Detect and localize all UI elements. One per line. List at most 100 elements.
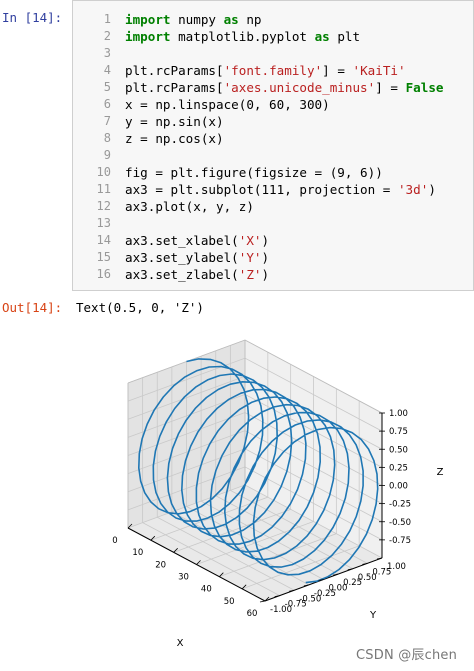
code-token: plt (329, 29, 361, 44)
y-tick (259, 600, 266, 603)
z-tick-label: 0.50 (389, 445, 408, 455)
code-token: y = np.sin(x) (125, 114, 224, 129)
y-tick-label: -0.75 (285, 600, 307, 610)
code-text: ax3 = plt.subplot(111, projection = '3d'… (125, 181, 436, 198)
y-tick-label: -0.25 (314, 589, 336, 599)
y-tick (362, 562, 368, 565)
y-tick (274, 595, 280, 598)
grid-line-y (200, 356, 339, 575)
y-tick-label: -1.00 (270, 605, 292, 615)
code-token: 'font.family' (223, 63, 323, 78)
y-tick-label: 1.00 (387, 562, 406, 572)
code-token: ) (428, 182, 436, 197)
grid-line-y (229, 345, 368, 564)
line-number: 12 (96, 199, 111, 213)
code-text: ax3.set_xlabel('X') (125, 232, 269, 249)
x-tick (241, 584, 247, 590)
code-token: import (125, 29, 171, 44)
code-token: import (125, 12, 171, 27)
line-number: 5 (103, 80, 111, 94)
series-line (138, 358, 379, 584)
code-text: plt.rcParams['font.family'] = 'KaiTi' (125, 62, 406, 79)
x-tick-label: 10 (132, 548, 143, 558)
code-token: ax3.set_ylabel( (125, 250, 239, 265)
code-token: ) (261, 233, 270, 248)
y-tick (347, 568, 353, 571)
x-axis-label: X (177, 638, 184, 649)
y-tick (303, 584, 309, 587)
code-text: import matplotlib.pyplot as plt (125, 28, 360, 45)
line-number: 1 (103, 12, 111, 26)
code-text: z = np.cos(x) (125, 130, 224, 147)
code-token: 'KaiTi' (352, 63, 406, 78)
x-tick-label: 60 (247, 609, 258, 619)
code-token: '3d' (397, 182, 429, 197)
line-number: 15 (96, 250, 111, 264)
code-token: 'Z' (238, 267, 262, 282)
code-token: False (405, 80, 444, 95)
code-text: ax3.plot(x, y, z) (125, 198, 254, 215)
line-number: 16 (96, 267, 111, 281)
grid-line-y (156, 372, 295, 591)
y-tick (318, 579, 324, 581)
code-token: numpy (170, 12, 224, 27)
z-tick-label: 0.25 (389, 463, 408, 473)
output-prompt: Out[14]: (2, 300, 63, 315)
y-tick (333, 573, 339, 576)
line-number: 2 (103, 29, 111, 43)
code-token: np (238, 12, 262, 27)
y-tick-label: 0.00 (329, 584, 348, 594)
code-token: x = np.linspace(0, 60, 300) (125, 97, 330, 112)
code-token: fig = plt.figure(figsize = (9, 6)) (125, 165, 383, 180)
z-tick-label: 1.00 (389, 409, 408, 419)
code-token: ] = (322, 63, 353, 78)
y-tick (376, 557, 383, 560)
line-number: 8 (103, 131, 111, 145)
z-tick-label: 0.75 (389, 427, 408, 437)
grid-line-y (186, 361, 324, 580)
watermark: CSDN @辰chen (356, 648, 458, 663)
x-tick (127, 523, 133, 529)
x-tick-label: 30 (178, 573, 189, 583)
y-tick-label: 0.75 (372, 567, 391, 577)
code-token: z = np.cos(x) (125, 131, 224, 146)
code-token: ax3.set_xlabel( (125, 233, 239, 248)
line-number: 10 (96, 165, 111, 179)
line-number: 14 (96, 233, 111, 247)
code-token: 'X' (238, 233, 262, 248)
z-tick-label: 0.00 (389, 482, 408, 492)
line-number: 7 (103, 114, 111, 128)
line-number: 11 (96, 182, 111, 196)
code-token: as (223, 12, 239, 27)
line-number: 3 (103, 46, 111, 60)
y-tick (289, 589, 295, 592)
code-token: matplotlib.pyplot (170, 29, 315, 44)
x-tick (173, 548, 178, 553)
code-cell[interactable]: 1 import numpy as np 2 import matplotlib.py… (72, 0, 474, 291)
x-tick (150, 535, 156, 541)
input-prompt: In [14]: (2, 10, 63, 25)
grid-line-y (142, 377, 280, 596)
z-tick-label: -0.50 (389, 518, 411, 528)
y-tick-label: 0.25 (343, 578, 362, 588)
y-axis-label: Y (369, 610, 377, 621)
code-token: 'Y' (238, 250, 262, 265)
z-tick-label: -0.25 (389, 500, 411, 510)
x-tick (264, 596, 270, 602)
x-tick (219, 572, 224, 577)
y-tick-label: 0.50 (358, 573, 377, 583)
code-token: 'axes.unicode_minus' (223, 80, 376, 95)
code-token: ax3.plot(x, y, z) (125, 199, 254, 214)
line-number: 13 (96, 216, 111, 230)
x-tick (196, 560, 201, 565)
code-token: ] = (375, 80, 406, 95)
x-tick-label: 20 (155, 560, 166, 570)
z-axis-label: Z (437, 467, 444, 478)
x-tick-label: 50 (224, 597, 235, 607)
code-token: plt.rcParams[ (125, 63, 224, 78)
code-text: y = np.sin(x) (125, 113, 224, 130)
code-token: ) (261, 267, 270, 282)
code-token: ax3.set_zlabel( (125, 267, 239, 282)
code-token: ) (261, 250, 270, 265)
